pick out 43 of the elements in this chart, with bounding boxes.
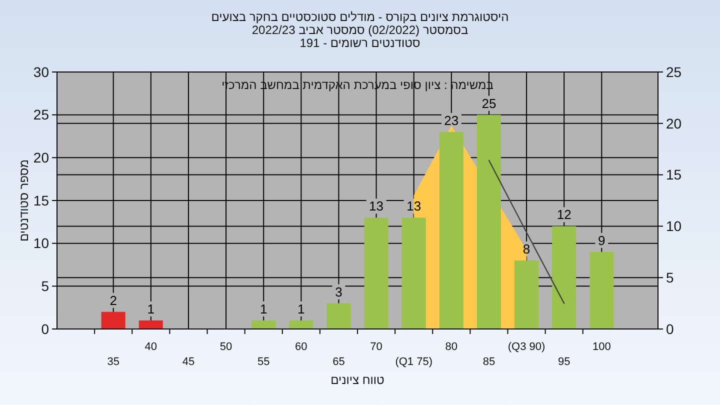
data-label: 1	[260, 301, 268, 316]
chart-subtitle: בסמסטר (02/2022) סמסטר אביב 2022/23	[252, 23, 468, 37]
text: סטודנטים רשומים - 191	[300, 36, 420, 50]
x-axis-title: טווח ציונים	[330, 373, 385, 387]
x-tick-label: 85	[482, 356, 496, 368]
x-tick-label: 95	[558, 356, 570, 368]
x-tick-label: 40	[144, 340, 158, 353]
data-label: 2	[110, 292, 117, 308]
x-tick-label: 70	[370, 340, 382, 353]
x-tick-label: 80	[445, 340, 458, 353]
y-tick-label: 25	[33, 106, 50, 123]
x-tick-label: 35	[107, 356, 120, 368]
x-tick-label: 45	[182, 356, 195, 368]
data-label: 12	[556, 207, 572, 222]
data-label: 1	[298, 301, 305, 316]
data-label: 13	[406, 198, 422, 214]
y2-tick-label: 10	[666, 218, 682, 234]
y-tick-label: 15	[33, 192, 50, 208]
data-label: 3	[335, 284, 342, 300]
data-label: 9	[598, 232, 606, 248]
data-label: 13	[369, 198, 384, 214]
y-tick-label: 20	[33, 150, 50, 166]
x-tick-label: 65	[332, 356, 345, 368]
data-label: 25	[482, 96, 496, 111]
y2-tick-label: 0	[666, 320, 674, 337]
y2-tick-label: 15	[666, 166, 682, 183]
x-tick-label: (Q3 90)	[508, 340, 546, 353]
y-tick-label: 0	[41, 320, 50, 337]
y-tick-label: 5	[41, 278, 50, 294]
y-tick-label: 10	[33, 235, 50, 252]
x-tick-label: 55	[257, 356, 270, 368]
x-tick-label: 60	[295, 340, 308, 353]
x-tick-label: 100	[592, 340, 611, 353]
y-tick-label: 30	[33, 64, 50, 80]
y2-tick-label: 5	[666, 270, 674, 286]
y-axis-title: מספר סטודנטים	[17, 159, 31, 242]
y2-tick-label: 25	[666, 64, 682, 80]
x-tick-label: (Q1 75)	[395, 356, 432, 368]
y2-tick-label: 20	[666, 115, 682, 132]
chart-title: היסטוגרמת ציונים בקורס - מודלים סטוכסטיים בחקר בצועים	[211, 10, 509, 24]
data-label: 23	[444, 112, 459, 128]
x-tick-label: 50	[220, 340, 232, 353]
data-label: 1	[147, 301, 155, 316]
